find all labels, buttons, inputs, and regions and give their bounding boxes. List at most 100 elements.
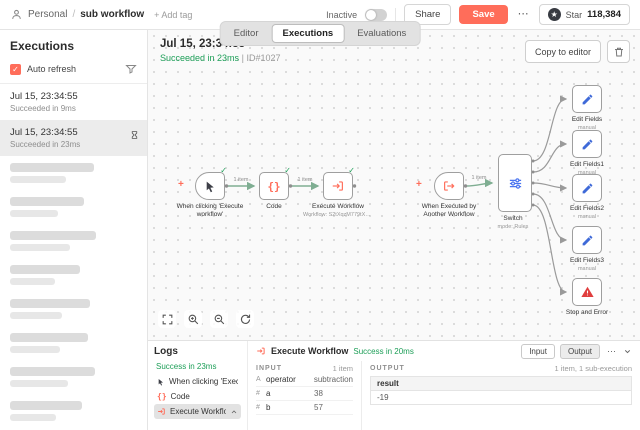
- node-success-check-icon: ✓: [284, 166, 291, 175]
- switch-icon: [509, 177, 521, 189]
- activation-toggle[interactable]: [365, 8, 388, 21]
- redacted-execution-item[interactable]: [0, 326, 147, 360]
- save-button[interactable]: Save: [459, 5, 508, 24]
- code-braces-icon: {}: [267, 179, 281, 193]
- pencil-icon: [582, 139, 592, 149]
- output-panel: OUTPUT 1 item, 1 sub-execution result -1…: [362, 361, 640, 430]
- redacted-execution-item[interactable]: [0, 156, 147, 190]
- execution-list-item-selected[interactable]: Jul 15, 23:34:55 Succeeded in 23ms: [0, 120, 147, 156]
- redacted-execution-item[interactable]: [0, 190, 147, 224]
- reset-zoom-icon[interactable]: [236, 310, 254, 328]
- tab-editor[interactable]: Editor: [223, 24, 270, 43]
- node-when-executed-by-another-workflow[interactable]: When Executed by Another Workflow: [422, 172, 476, 218]
- trash-icon: [614, 47, 623, 56]
- view-tab-switcher: Editor Executions Evaluations: [219, 21, 421, 46]
- toggle-knob: [366, 9, 377, 20]
- node-switch[interactable]: Switch mode: Rules: [498, 154, 532, 230]
- divider: [395, 7, 397, 22]
- pencil-icon: [582, 183, 592, 193]
- type-icon: #: [256, 404, 260, 411]
- zoom-out-icon[interactable]: [210, 310, 228, 328]
- trigger-marker-icon: +: [178, 179, 184, 190]
- edge-item-count: 1 item: [471, 175, 487, 181]
- redacted-execution-item[interactable]: [0, 224, 147, 258]
- log-detail-status: Success in 20ms: [353, 346, 414, 356]
- execute-workflow-icon: [257, 347, 265, 355]
- breadcrumb-project[interactable]: Personal: [28, 9, 68, 20]
- fit-view-icon[interactable]: [158, 310, 176, 328]
- node-edit-fields3[interactable]: Edit Fields3 manual: [570, 226, 604, 272]
- input-toggle-button[interactable]: Input: [521, 343, 555, 359]
- node-edit-fields[interactable]: Edit Fields manual: [572, 85, 602, 131]
- node-edit-fields2[interactable]: Edit Fields2 manual: [570, 174, 604, 220]
- node-success-check-icon: ✓: [348, 166, 355, 175]
- activation-status-label: Inactive: [326, 9, 358, 20]
- log-tree-label: Execute Workflow: [170, 407, 226, 416]
- log-tree-item-execute-workflow[interactable]: Execute Workflow: [154, 404, 241, 419]
- copy-to-editor-button[interactable]: Copy to editor: [524, 40, 601, 63]
- field-value: 38: [314, 389, 323, 398]
- node-label: Edit Fields1manual: [552, 161, 622, 178]
- node-label: When Executed by Another Workflow: [421, 203, 477, 219]
- log-tree-item-when-clicking[interactable]: When clicking 'Execut...: [154, 374, 241, 389]
- trigger-marker-icon: +: [416, 179, 422, 190]
- execution-header-status: Succeeded in 23ms: [160, 53, 240, 63]
- type-icon: A: [256, 376, 261, 383]
- share-button[interactable]: Share: [404, 4, 452, 25]
- code-braces-icon: {}: [157, 392, 167, 401]
- output-count: 1 item, 1 sub-execution: [554, 364, 632, 373]
- tab-executions[interactable]: Executions: [271, 24, 345, 43]
- node-code[interactable]: ✓ {} Code: [259, 166, 291, 210]
- filter-icon[interactable]: [125, 63, 137, 75]
- field-value: subtraction: [313, 375, 353, 384]
- execute-workflow-icon: [332, 181, 343, 191]
- field-key: operator: [265, 375, 296, 384]
- pencil-icon: [582, 94, 592, 104]
- canvas-zoom-toolbar: [158, 310, 254, 328]
- redacted-execution-item[interactable]: [0, 258, 147, 292]
- node-label: Edit Fields3 manual: [552, 257, 622, 274]
- logs-more-options-icon[interactable]: ⋯: [607, 345, 616, 356]
- field-value: 57: [314, 403, 323, 412]
- edge-item-count: 1 item: [233, 177, 249, 183]
- log-tree-item-code[interactable]: {} Code: [154, 389, 241, 404]
- field-key: b: [266, 403, 271, 412]
- more-options-icon[interactable]: ⋯: [517, 8, 529, 20]
- execute-workflow-icon: [158, 408, 165, 415]
- node-success-check-icon: ✓: [220, 166, 227, 175]
- log-detail-header: Execute Workflow Success in 20ms Input O…: [248, 341, 640, 361]
- node-label: Stop and Error: [565, 309, 609, 316]
- collapse-panel-icon[interactable]: [623, 347, 632, 356]
- hourglass-icon: [130, 130, 139, 140]
- auto-refresh-label: Auto refresh: [27, 64, 77, 74]
- type-icon: #: [256, 390, 260, 397]
- logs-detail-column: Execute Workflow Success in 20ms Input O…: [248, 341, 640, 430]
- node-label: Execute Workflow Workflow: S2tXqzM779tXm9…: [303, 203, 373, 219]
- log-tree-label: When clicking 'Execut...: [169, 377, 238, 386]
- github-star-icon: ★: [547, 8, 561, 21]
- redacted-execution-item[interactable]: [0, 394, 147, 428]
- output-toggle-button[interactable]: Output: [559, 343, 600, 359]
- auto-refresh-checkbox[interactable]: ✓: [10, 63, 21, 75]
- input-row: # a 38: [256, 387, 353, 401]
- redacted-execution-item[interactable]: [0, 360, 147, 394]
- workflow-title[interactable]: sub workflow: [80, 9, 145, 20]
- node-label: Switch mode: Rules: [478, 215, 548, 232]
- node-when-clicking-execute-workflow[interactable]: ✓ When clicking 'Execute workflow': [177, 166, 244, 218]
- node-label: Code: [266, 203, 282, 210]
- add-tag-button[interactable]: + Add tag: [154, 9, 193, 20]
- star-count: 118,384: [587, 9, 621, 20]
- executions-sidebar: Executions ✓ Auto refresh Jul 15, 23:34:…: [0, 30, 148, 430]
- execution-list-item[interactable]: Jul 15, 23:34:55 Succeeded in 9ms: [0, 84, 147, 120]
- node-execute-workflow[interactable]: ✓ Execute Workflow Workflow: S2tXqzM779tX…: [303, 166, 373, 218]
- node-stop-and-error[interactable]: Stop and Error: [566, 278, 608, 316]
- tab-evaluations[interactable]: Evaluations: [346, 24, 417, 43]
- zoom-in-icon[interactable]: [184, 310, 202, 328]
- delete-execution-button[interactable]: [607, 40, 630, 63]
- workflow-canvas[interactable]: Jul 15, 23:34:55 Succeeded in 23ms | ID#…: [148, 30, 640, 340]
- github-star-widget[interactable]: ★ Star 118,384: [538, 4, 630, 25]
- redacted-execution-item[interactable]: [0, 292, 147, 326]
- input-row: A operator subtraction: [256, 373, 353, 387]
- node-edit-fields1[interactable]: Edit Fields1manual: [570, 130, 604, 176]
